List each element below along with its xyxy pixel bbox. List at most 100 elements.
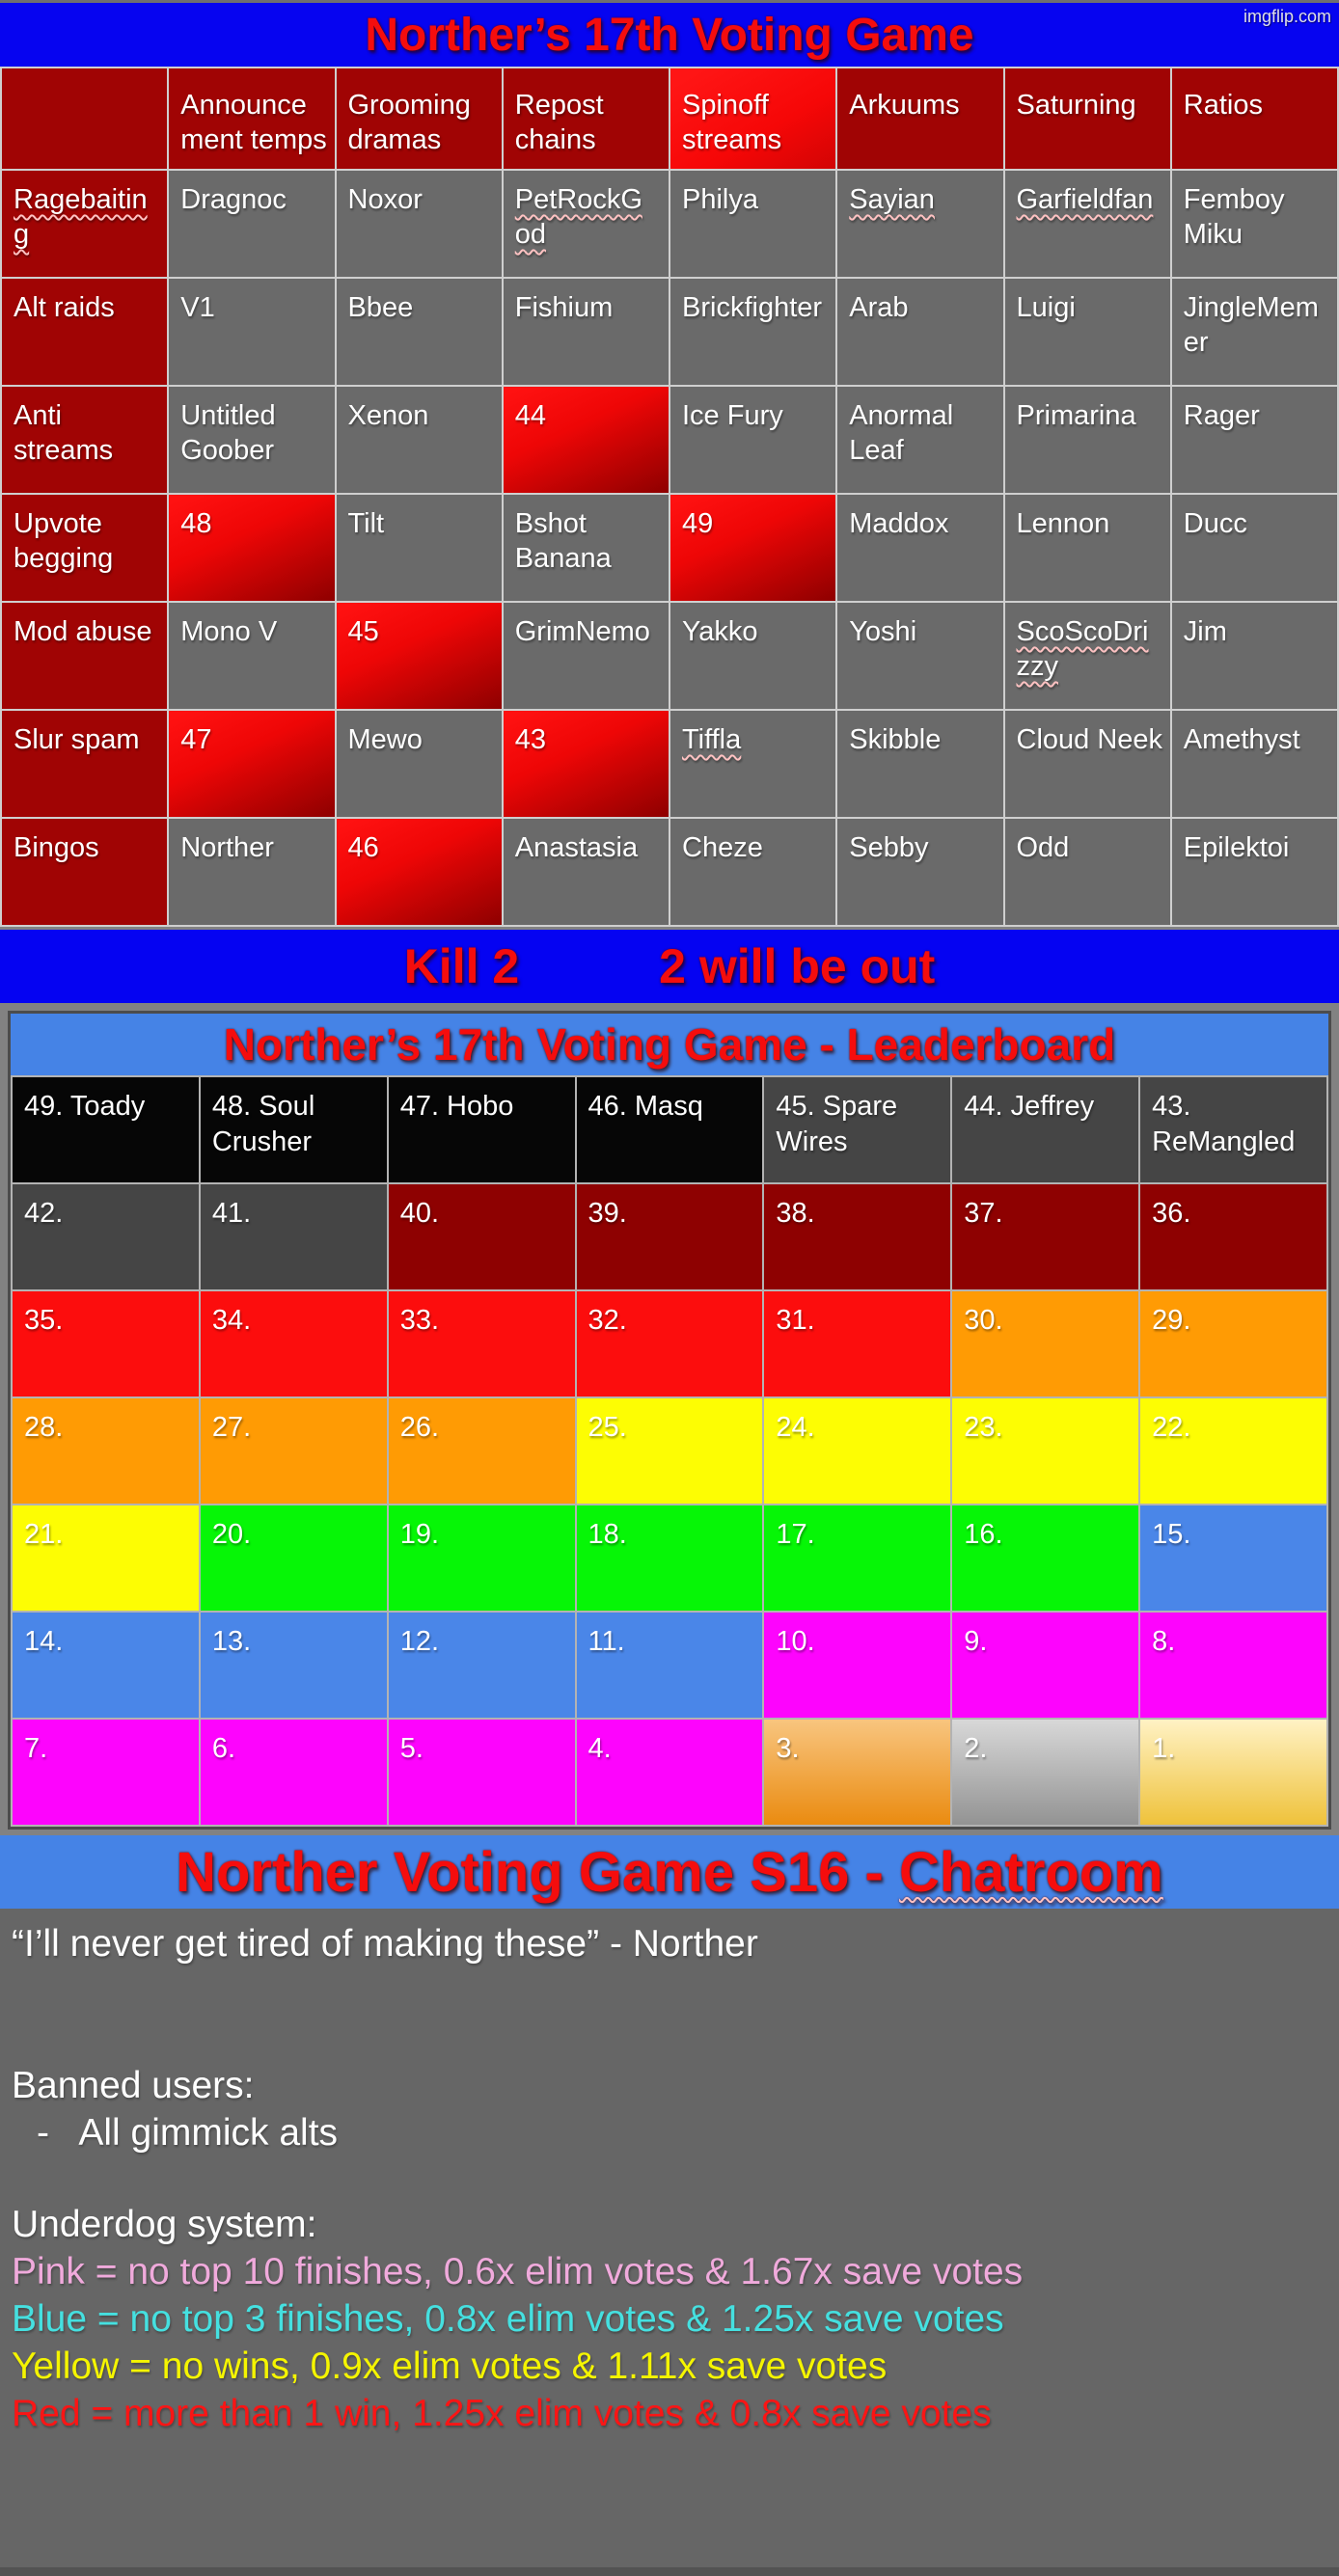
kill-banner: Kill 2 2 will be out (0, 930, 1339, 1003)
voting-table-row: Alt raids V1 Bbee Fishium Brickfighter Arab Lu… (0, 277, 1339, 387)
voting-table-cell: Primarina (1002, 385, 1172, 495)
leaderboard-cell: 24. (762, 1396, 953, 1505)
row-header: Alt raids (0, 277, 170, 387)
leaderboard-cell: 31. (762, 1289, 953, 1398)
voting-table-cell: 49 (668, 493, 838, 603)
voting-table-cell: Arab (835, 277, 1005, 387)
underdog-rule: Red = more than 1 win, 1.25x elim votes … (12, 2393, 992, 2434)
leaderboard-cell: 18. (574, 1504, 765, 1613)
leaderboard-cell: 30. (950, 1289, 1141, 1398)
leaderboard-cell: 40. (386, 1182, 577, 1291)
column-header: Saturning (1002, 67, 1172, 171)
leaderboard-cell: 43. ReMangled (1138, 1075, 1328, 1184)
leaderboard-cell: 32. (574, 1289, 765, 1398)
leaderboard-cell: 37. (950, 1182, 1141, 1291)
page-title: Norther’s 17th Voting Game (365, 9, 974, 61)
voting-table-cell: Garfieldfan (1002, 169, 1172, 279)
leaderboard-cell: 41. (198, 1182, 389, 1291)
underdog-rule: Yellow = no wins, 0.9x elim votes & 1.11… (12, 2346, 888, 2387)
column-header: Spinoff streams (668, 67, 838, 171)
voting-table-cell: JingleMem er (1169, 277, 1339, 387)
leaderboard-cell: 36. (1138, 1182, 1328, 1291)
chatroom-body: “I’ll never get tired of making these” -… (0, 1909, 1339, 2576)
leaderboard-cell: 46. Masq (574, 1075, 765, 1184)
leaderboard-cell: 25. (574, 1396, 765, 1505)
leaderboard-cell: 7. (11, 1718, 201, 1827)
voting-table: Announce ment temps Grooming dramas Repost… (0, 67, 1339, 927)
leaderboard-cell: 20. (198, 1504, 389, 1613)
voting-table-cell: Ice Fury (668, 385, 838, 495)
leaderboard-cell: 10. (762, 1611, 953, 1720)
leaderboard-table: 49. Toady 48. Soul Crusher 47. Hobo 46. Mas… (11, 1075, 1328, 1827)
voting-table-row: Anti streams Untitled Goober Xenon 44 Ice Fu… (0, 385, 1339, 495)
leaderboard-row: 14. 13. 12. 11. 10. 9. 8. (11, 1611, 1328, 1720)
leaderboard-cell: 48. Soul Crusher (198, 1075, 389, 1184)
voting-table-cell: Femboy Miku (1169, 169, 1339, 279)
leaderboard-cell: 35. (11, 1289, 201, 1398)
kill-outcome-label: 2 will be out (659, 939, 936, 993)
column-header: Repost chains (501, 67, 671, 171)
voting-table-cell: Amethyst (1169, 709, 1339, 819)
voting-table-cell: Noxor (334, 169, 504, 279)
voting-table-cell: Epilektoi (1169, 817, 1339, 927)
main-title-bar: Norther’s 17th Voting Game imgflip.com (0, 3, 1339, 67)
voting-table-cell: Sebby (835, 817, 1005, 927)
leaderboard-cell: 5. (386, 1718, 577, 1827)
leaderboard-title: Norther’s 17th Voting Game - Leaderboard (223, 1019, 1116, 1070)
leaderboard-cell: 9. (950, 1611, 1141, 1720)
row-header: Mod abuse (0, 601, 170, 711)
corner-cell (0, 67, 170, 171)
leaderboard-cell: 28. (11, 1396, 201, 1505)
voting-table-cell: Cheze (668, 817, 838, 927)
voting-table-row: Mod abuse Mono V 45 GrimNemo Yakko Yoshi ScoSc… (0, 601, 1339, 711)
leaderboard-row: 7. 6. 5. 4. 3. 2. 1. (11, 1718, 1328, 1827)
chatroom-quote: “I’ll never get tired of making these” -… (12, 1923, 758, 1965)
leaderboard-cell: 33. (386, 1289, 577, 1398)
chatroom-title: Norther Voting Game S16 - Chatroom (176, 1840, 1163, 1905)
voting-table-cell: Anastasia (501, 817, 671, 927)
leaderboard-cell: 12. (386, 1611, 577, 1720)
leaderboard-row: 42. 41. 40. 39. 38. 37. 36. (11, 1182, 1328, 1291)
voting-table-cell: Dragnoc (167, 169, 337, 279)
voting-table-cell: Anormal Leaf (835, 385, 1005, 495)
banned-user-item: - All gimmick alts (37, 2112, 339, 2154)
voting-table-cell: Skibble (835, 709, 1005, 819)
row-header: Upvote begging (0, 493, 170, 603)
voting-table-cell: Jim (1169, 601, 1339, 711)
column-header: Announce ment temps (167, 67, 337, 171)
voting-table-row: Slur spam 47 Mewo 43 Tiffla Skibble Cloud Neek… (0, 709, 1339, 819)
voting-table-row: Upvote begging 48 Tilt Bshot Banana 49 Maddox… (0, 493, 1339, 603)
leaderboard-cell: 29. (1138, 1289, 1328, 1398)
leaderboard-cell: 6. (198, 1718, 389, 1827)
voting-table-cell: Tilt (334, 493, 504, 603)
banned-users-list: - All gimmick alts (12, 2109, 1325, 2156)
voting-table-cell: Tiffla (668, 709, 838, 819)
underdog-system-header: Underdog system: (12, 2204, 317, 2245)
voting-table-cell: ScoScoDri zzy (1002, 601, 1172, 711)
leaderboard-cell: 17. (762, 1504, 953, 1613)
row-header: Anti streams (0, 385, 170, 495)
leaderboard-cell: 15. (1138, 1504, 1328, 1613)
imgflip-watermark: imgflip.com (1243, 7, 1331, 26)
leaderboard-cell: 13. (198, 1611, 389, 1720)
voting-table-cell: V1 (167, 277, 337, 387)
row-header: Slur spam (0, 709, 170, 819)
leaderboard-cell: 1. (1138, 1718, 1328, 1827)
chatroom-title-bar: Norther Voting Game S16 - Chatroom (0, 1835, 1339, 1909)
leaderboard-cell: 39. (574, 1182, 765, 1291)
underdog-system-section: Underdog system: Pink = no top 10 finish… (12, 2201, 1325, 2437)
leaderboard-cell: 44. Jeffrey (950, 1075, 1141, 1184)
voting-table-cell: Yakko (668, 601, 838, 711)
voting-table-cell: Sayian (835, 169, 1005, 279)
leaderboard-cell: 21. (11, 1504, 201, 1613)
underdog-rule: Pink = no top 10 finishes, 0.6x elim vot… (12, 2251, 1024, 2292)
voting-table-cell: Norther (167, 817, 337, 927)
leaderboard-cell: 19. (386, 1504, 577, 1613)
leaderboard-cell: 14. (11, 1611, 201, 1720)
leaderboard-cell: 3. (762, 1718, 953, 1827)
voting-table-cell: Xenon (334, 385, 504, 495)
leaderboard-cell: 16. (950, 1504, 1141, 1613)
voting-table-cell: Maddox (835, 493, 1005, 603)
chatroom-title-prefix: Norther Voting Game S16 - (176, 1840, 899, 1904)
